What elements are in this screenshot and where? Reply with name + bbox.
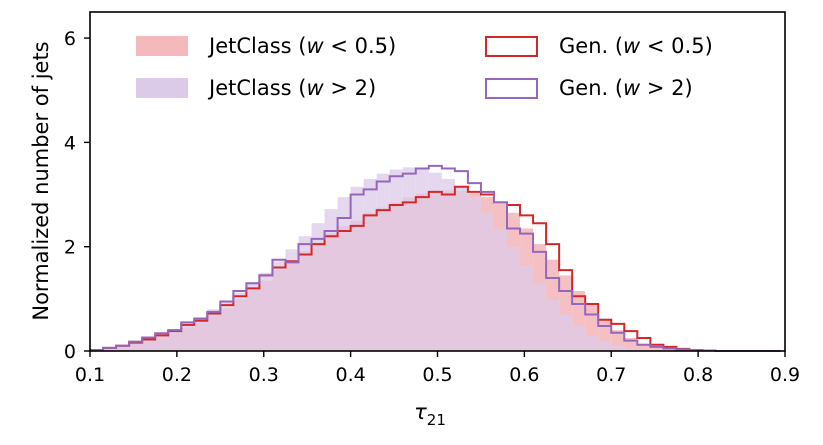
legend-label-jetclass-low: JetClass (w < 0.5)	[207, 34, 396, 58]
jetclass-high-bar-15	[285, 249, 299, 351]
jetclass-high-bar-13	[259, 272, 273, 351]
x-tick-label: 0.8	[683, 364, 713, 386]
legend-swatch-jetclass-high	[136, 78, 188, 98]
x-tick-label: 0.2	[162, 364, 192, 386]
x-axis-label: τ21	[414, 400, 446, 429]
axis-ticks: 0.1 0.2 0.3 0.4 0.5 0.6 0.7 0.8 0.9 0 2 4 6	[64, 28, 800, 386]
legend-swatch-gen-low	[485, 36, 538, 57]
jetclass-high-bar-33	[520, 264, 534, 351]
jetclass-high-bar-20	[350, 186, 364, 351]
jetclass-high-bar-6	[168, 329, 182, 351]
jetclass-high-bar-32	[507, 246, 521, 351]
jetclass-high-bar-39	[598, 341, 612, 351]
y-axis-label: Normalized number of jets	[29, 41, 53, 320]
x-tick-label: 0.6	[509, 364, 539, 386]
jetclass-high-bar-14	[272, 261, 286, 351]
legend-entry-gen-low: Gen. (w < 0.5)	[485, 34, 713, 58]
jetclass-high-bar-2	[116, 345, 130, 351]
y-tick-label: 6	[64, 28, 76, 50]
jetclass-high-bar-37	[572, 325, 586, 351]
legend-entry-jetclass-high: JetClass (w > 2)	[136, 76, 376, 100]
jetclass-high-bar-40	[611, 345, 625, 351]
x-tick-label: 0.7	[596, 364, 626, 386]
x-tick-label: 0.1	[75, 364, 105, 386]
jetclass-low-bar-43	[650, 346, 664, 351]
x-tick-label: 0.5	[422, 364, 452, 386]
jetclass-high-bar-10	[220, 301, 234, 351]
jetclass-high-bar-23	[389, 169, 403, 351]
legend: JetClass (w < 0.5) JetClass (w > 2) Gen.…	[136, 34, 713, 100]
jetclass-high-bar-26	[428, 172, 442, 351]
jetclass-high-bar-31	[493, 228, 507, 351]
legend-swatch-gen-high	[485, 78, 538, 99]
jetclass-high-bar-35	[546, 299, 560, 351]
jetclass-low-bar-44	[663, 348, 677, 351]
jetclass-high-bar-19	[337, 197, 351, 351]
legend-entry-jetclass-low: JetClass (w < 0.5)	[136, 34, 396, 58]
jetclass-high-bar-17	[311, 223, 325, 351]
jetclass-high-bar-25	[415, 168, 429, 351]
jetclass-high-bar-16	[298, 236, 312, 351]
legend-entry-gen-high: Gen. (w > 2)	[485, 76, 693, 100]
jetclass-high-bar-4	[142, 338, 156, 351]
jetclass-high-bar-1	[103, 347, 117, 351]
histogram-layer	[89, 164, 781, 352]
y-tick-label: 4	[64, 132, 76, 154]
jetclass-high-bar-24	[402, 167, 416, 351]
legend-label-jetclass-high: JetClass (w > 2)	[207, 76, 376, 100]
legend-label-gen-low: Gen. (w < 0.5)	[559, 34, 713, 58]
jetclass-high-bar-36	[559, 314, 573, 351]
jetclass-high-bar-11	[233, 292, 247, 351]
gen-high-step-line	[89, 164, 781, 352]
jetclass-high-bar-41	[624, 348, 638, 351]
jetclass-low-bar-42	[637, 343, 651, 351]
jetclass-high-bar-28	[454, 186, 468, 351]
x-tick-label: 0.4	[336, 364, 366, 386]
jetclass-high-bar-38	[585, 335, 599, 351]
jetclass-high-bar-5	[155, 334, 169, 351]
jetclass-high-bar-29	[467, 197, 481, 351]
jetclass-high-bar-7	[181, 323, 195, 351]
legend-label-gen-high: Gen. (w > 2)	[559, 76, 693, 100]
jetclass-high-bar-34	[533, 283, 547, 351]
y-tick-label: 0	[64, 341, 76, 363]
x-tick-label: 0.3	[249, 364, 279, 386]
jetclass-high-bar-27	[441, 178, 455, 351]
jetclass-high-bar-12	[246, 282, 260, 351]
jetclass-high-bar-18	[324, 209, 338, 351]
y-tick-label: 2	[64, 237, 76, 259]
legend-swatch-jetclass-low	[136, 36, 188, 56]
jetclass-high-bar-9	[207, 309, 221, 351]
jetclass-high-bar-22	[376, 173, 390, 351]
x-tick-label: 0.9	[770, 364, 800, 386]
jetclass-high-bar-8	[194, 317, 208, 351]
jetclass-high-bar-30	[480, 212, 494, 351]
jetclass-high-bar-21	[363, 178, 377, 351]
jetclass-high-bar-3	[129, 342, 143, 351]
